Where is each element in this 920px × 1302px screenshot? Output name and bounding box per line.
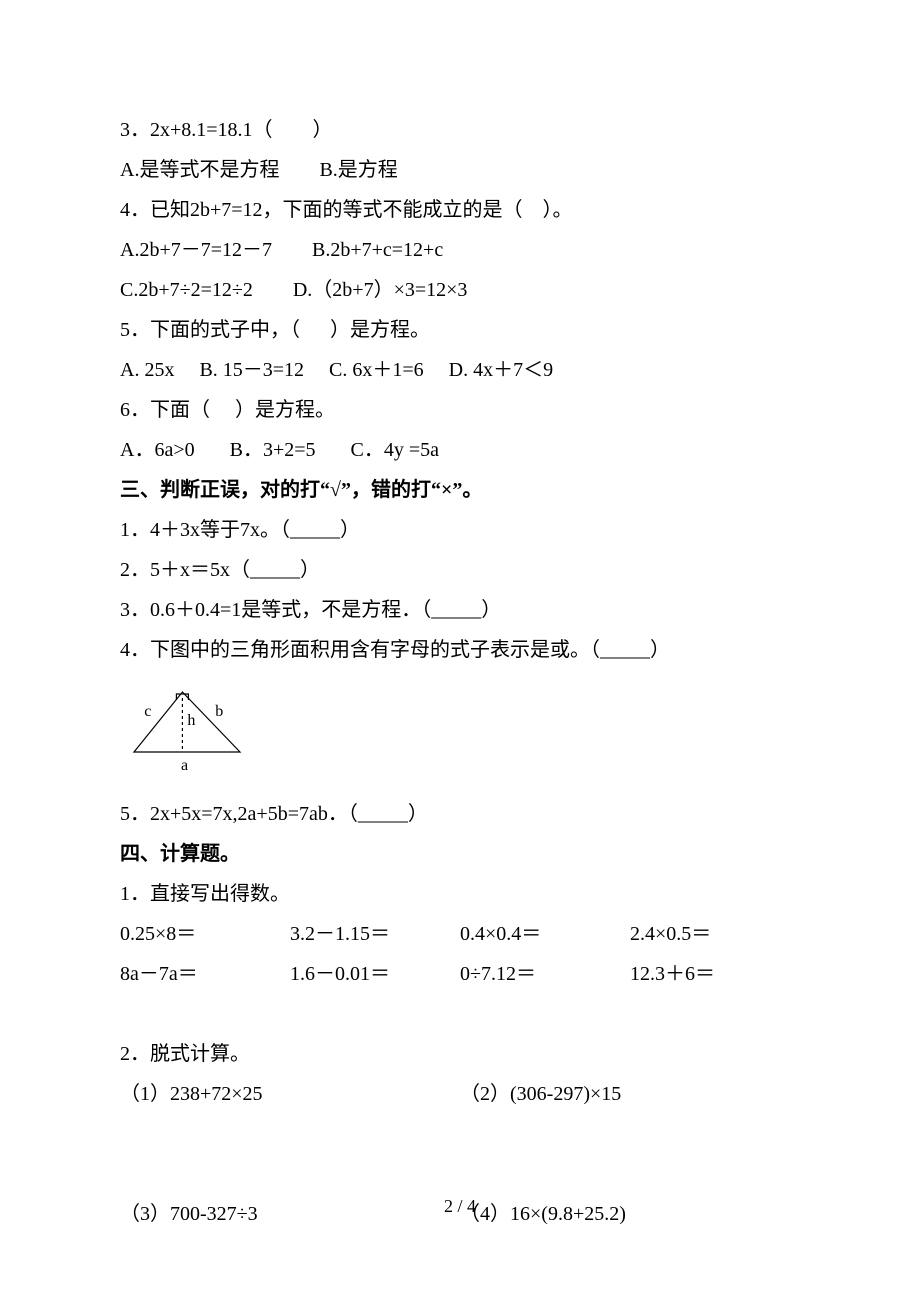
q4-opt-0: A.2b+7－7=12－7 B.2b+7+c=12+c	[120, 230, 800, 270]
svg-text:c: c	[144, 703, 151, 720]
q5-opt-0: A. 25x B. 15－3=12 C. 6x＋1=6 D. 4x＋7＜9	[120, 350, 800, 390]
svg-text:b: b	[215, 703, 223, 720]
calc-r1-c2: 0.4×0.4＝	[460, 914, 630, 954]
section3-title: 三、判断正误，对的打“√”，错的打“×”。	[120, 470, 800, 510]
triangle-figure: c b h a	[120, 682, 800, 788]
spacer	[120, 994, 800, 1034]
q5-text: 5．下面的式子中，（ ）是方程。	[120, 310, 800, 350]
q4-opt-1: C.2b+7÷2=12÷2 D.（2b+7）×3=12×3	[120, 270, 800, 310]
q4-text: 4．已知2b+7=12，下面的等式不能成立的是（ ）。	[120, 190, 800, 230]
page-content: 3．2x+8.1=18.1（ ） A.是等式不是方程 B.是方程 4．已知2b+…	[0, 0, 920, 1302]
q6-text: 6．下面（ ）是方程。	[120, 390, 800, 430]
q3-opt-0: A.是等式不是方程 B.是方程	[120, 150, 800, 190]
q3-text: 3．2x+8.1=18.1（ ）	[120, 110, 800, 150]
section4-sub2-title: 2．脱式计算。	[120, 1034, 800, 1074]
spacer	[120, 1114, 800, 1194]
section3-item-1: 2．5＋x＝5x（_____）	[120, 550, 800, 590]
sub2-row1: （1）238+72×25 （2）(306-297)×15	[120, 1074, 800, 1114]
calc-r2-c3: 12.3＋6＝	[630, 954, 800, 994]
q6-opt-0: A．6a>0 B．3+2=5 C．4y =5a	[120, 430, 800, 470]
calc-r1-c3: 2.4×0.5＝	[630, 914, 800, 954]
triangle-svg: c b h a	[120, 682, 250, 774]
section4-title: 四、计算题。	[120, 834, 800, 874]
sub2-r1-c0: （1）238+72×25	[120, 1074, 460, 1114]
page-number: 2 / 4	[0, 1188, 920, 1224]
section3-item-0: 1．4＋3x等于7x。（_____）	[120, 510, 800, 550]
calc-r2-c2: 0÷7.12＝	[460, 954, 630, 994]
section3-item-3: 4．下图中的三角形面积用含有字母的式子表示是或。（_____）	[120, 630, 800, 670]
svg-text:h: h	[187, 712, 195, 729]
section3-item-4: 5．2x+5x=7x,2a+5b=7ab．（_____）	[120, 794, 800, 834]
calc-r1-c0: 0.25×8＝	[120, 914, 290, 954]
calc-r2-c0: 8a－7a＝	[120, 954, 290, 994]
calc-r1-c1: 3.2－1.15＝	[290, 914, 460, 954]
calc-r2-c1: 1.6－0.01＝	[290, 954, 460, 994]
calc-row-1: 0.25×8＝ 3.2－1.15＝ 0.4×0.4＝ 2.4×0.5＝	[120, 914, 800, 954]
svg-text:a: a	[181, 757, 188, 774]
section3-item-2: 3．0.6＋0.4=1是等式，不是方程．（_____）	[120, 590, 800, 630]
calc-row-2: 8a－7a＝ 1.6－0.01＝ 0÷7.12＝ 12.3＋6＝	[120, 954, 800, 994]
section4-sub1-title: 1．直接写出得数。	[120, 874, 800, 914]
sub2-r1-c1: （2）(306-297)×15	[460, 1074, 800, 1114]
